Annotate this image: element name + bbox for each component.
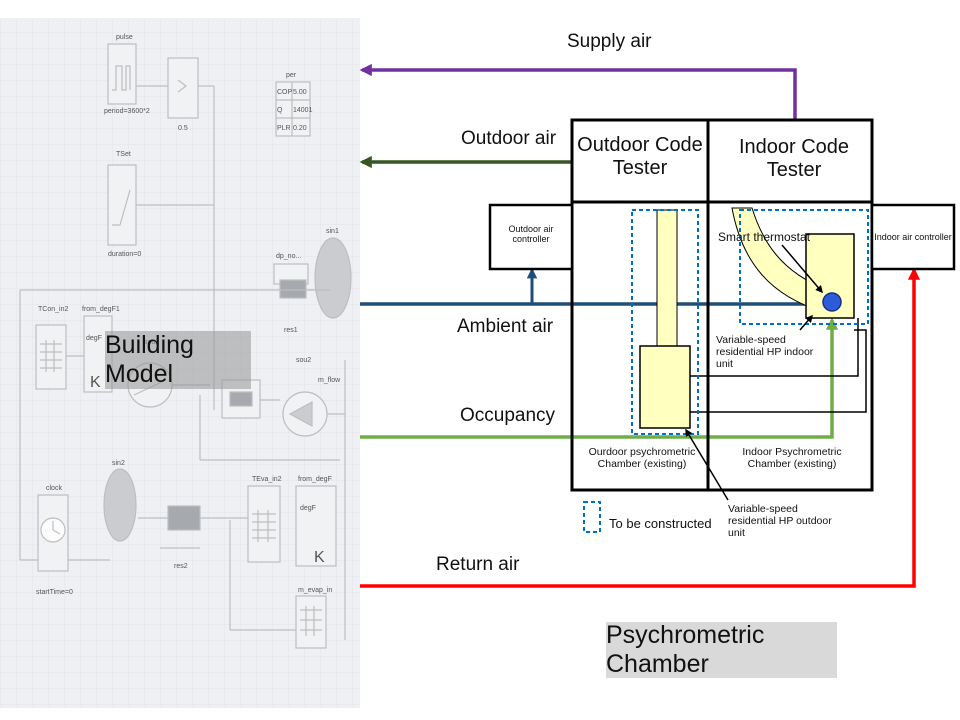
indoor-code-tester-label: Indoor Code Tester <box>738 136 850 181</box>
smart-thermostat-label: Smart thermostat <box>718 230 811 244</box>
k-letter-2: K <box>314 549 325 566</box>
sin2-label: sin2 <box>112 460 125 467</box>
outdoor-air-label: Outdoor air <box>461 128 557 149</box>
clock-label: clock <box>46 485 62 492</box>
m-evap-in-label: m_evap_in <box>298 587 332 594</box>
from-degf1-label: from_degF1 <box>82 306 120 313</box>
refrigerant-line-1 <box>690 318 859 377</box>
res1-label: res1 <box>284 327 298 334</box>
legend-dashed-swatch <box>583 501 601 533</box>
sin1-label: sin1 <box>326 228 339 235</box>
teva-in2-label: TEva_in2 <box>252 476 282 483</box>
plr-label: PLR <box>277 125 291 132</box>
m-flow-label: m_flow <box>318 377 341 384</box>
pulse-block-label: pulse <box>116 34 133 41</box>
supply-air-label: Supply air <box>567 31 652 52</box>
q-value: 14001 <box>293 107 313 114</box>
plr-value: 0.20 <box>293 125 307 132</box>
ramp-param-label: duration=0 <box>108 251 141 258</box>
outdoor-air-controller-label: Outdoor air controller <box>508 224 554 245</box>
q-label: Q <box>277 107 283 114</box>
outdoor-air-controller-box <box>488 203 574 271</box>
ambient-air-label: Ambient air <box>457 316 554 337</box>
start-time-label: startTime=0 <box>36 589 73 596</box>
supply-air-arrow <box>359 63 797 122</box>
outdoor-unit-box <box>639 345 691 429</box>
outdoor-construct-zone <box>631 209 699 435</box>
res2-label: res2 <box>174 563 188 570</box>
refrigerant-line-2 <box>690 329 867 413</box>
dp-nom-label: dp_no... <box>276 253 301 260</box>
occupancy-arrow <box>360 317 839 439</box>
gain-value: 0.5 <box>178 125 188 132</box>
indoor-code-tester-box <box>706 118 874 204</box>
pulse-param-label: period=3600*2 <box>104 108 150 115</box>
return-air-arrow <box>360 267 921 588</box>
outdoor-unit-pointer <box>685 428 729 501</box>
outdoor-code-tester-label: Outdoor Code Tester <box>577 134 703 179</box>
indoor-chamber-label: Indoor Psychrometric Chamber (existing) <box>742 446 842 471</box>
cop-label: COP <box>277 89 293 96</box>
degf-label: degF <box>300 505 316 512</box>
thermostat-pointer <box>781 244 823 294</box>
indoor-unit-label: Variable-speed residential HP indoor uni… <box>716 334 814 371</box>
legend-to-be-constructed-label: To be constructed <box>609 516 712 531</box>
tcon-in2-label: TCon_in2 <box>38 306 68 313</box>
outdoor-chamber-label: Ourdoor psychrometric Chamber (existing) <box>588 446 696 471</box>
cop-value: 5.00 <box>293 89 307 96</box>
outdoor-unit-label: Variable-speed residential HP outdoor un… <box>728 503 832 540</box>
from-degf-label: from_degF <box>298 476 332 483</box>
psychrometric-chamber-schematic <box>488 118 956 533</box>
return-air-label: Return air <box>436 554 520 575</box>
building-model-label: Building Model <box>105 331 251 389</box>
indoor-construct-zone <box>739 209 869 325</box>
outdoor-duct <box>656 209 678 347</box>
occupancy-label: Occupancy <box>460 405 556 426</box>
tset-label: TSet <box>116 151 131 158</box>
smart-thermostat-icon <box>822 292 842 312</box>
sou2-label: sou2 <box>296 357 311 364</box>
degf1-label: degF <box>86 335 102 342</box>
psychrometric-chamber-title: Psychrometric Chamber <box>606 621 837 678</box>
per-label: per <box>286 72 297 79</box>
indoor-air-controller-label: Indoor air controller <box>874 232 952 242</box>
indoor-unit-pointer <box>799 314 813 331</box>
k-letter-1: K <box>90 374 101 391</box>
indoor-air-controller-box <box>870 203 956 271</box>
